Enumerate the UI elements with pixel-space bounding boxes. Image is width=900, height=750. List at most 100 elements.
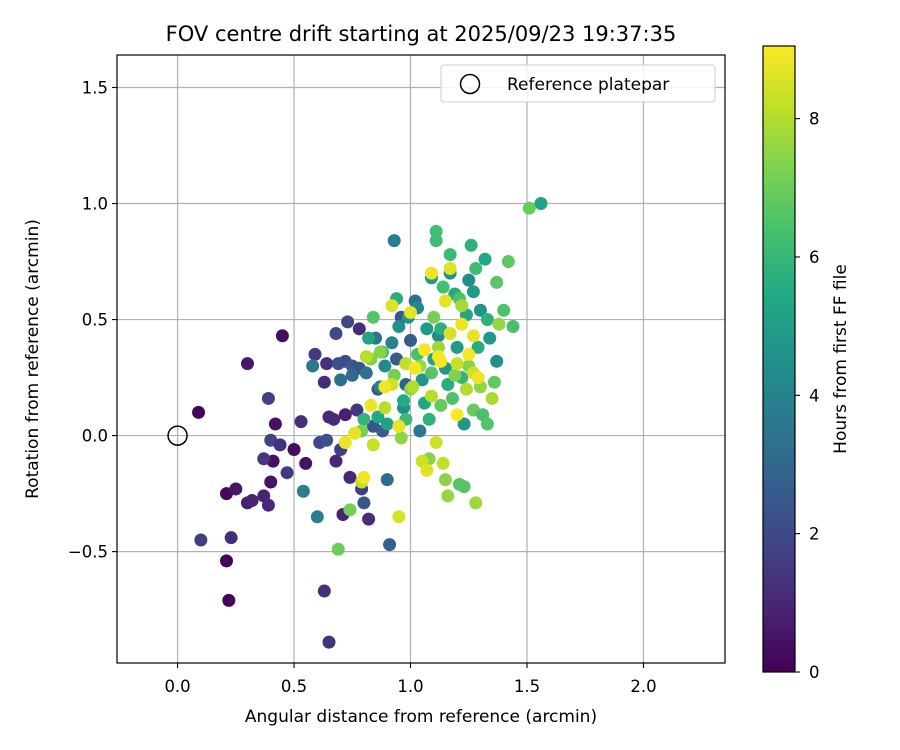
data-point (320, 434, 333, 447)
data-point (437, 457, 450, 470)
data-point (404, 306, 417, 319)
data-point (381, 473, 394, 486)
data-point (481, 313, 494, 326)
colorbar-ticks: 0 2 4 6 8 (795, 110, 820, 682)
data-point (507, 320, 520, 333)
data-point (269, 417, 282, 430)
data-point (357, 496, 370, 509)
data-point (383, 538, 396, 551)
data-point (465, 239, 478, 252)
data-point (192, 406, 205, 419)
data-point (274, 438, 287, 451)
x-tick-label: 2.0 (630, 677, 656, 696)
data-point (320, 357, 333, 370)
data-point (329, 455, 342, 468)
data-points (192, 197, 547, 649)
data-point (311, 510, 324, 523)
data-point (434, 355, 447, 368)
data-point (388, 234, 401, 247)
colorbar-tick-label: 4 (809, 386, 820, 405)
data-point (381, 417, 394, 430)
data-point (364, 399, 377, 412)
data-point (362, 513, 375, 526)
data-point (481, 417, 494, 430)
data-point (427, 311, 440, 324)
data-point (374, 346, 387, 359)
data-point (493, 318, 506, 331)
data-point (404, 334, 417, 347)
data-point (534, 197, 547, 210)
data-point (451, 357, 464, 370)
data-point (441, 489, 454, 502)
data-point (420, 322, 433, 335)
data-point (451, 408, 464, 421)
data-point (462, 274, 475, 287)
data-point (288, 443, 301, 456)
data-point (334, 373, 347, 386)
data-point (395, 431, 408, 444)
data-point (497, 304, 510, 317)
data-point (392, 420, 405, 433)
data-point (486, 392, 499, 405)
legend-entry-reference: Reference platepar (507, 75, 669, 95)
data-point (397, 394, 410, 407)
data-point (406, 380, 419, 393)
data-point (299, 457, 312, 470)
data-point (425, 390, 438, 403)
data-point (246, 494, 259, 507)
data-point (343, 503, 356, 516)
data-point (413, 424, 426, 437)
data-point (357, 413, 370, 426)
data-point (451, 341, 464, 354)
data-point (444, 248, 457, 261)
data-point (343, 471, 356, 484)
legend: Reference platepar (441, 65, 715, 102)
colorbar-tick-label: 6 (809, 248, 820, 267)
x-tick-label: 1.0 (397, 677, 423, 696)
data-point (444, 327, 457, 340)
data-point (502, 255, 515, 268)
data-point (409, 362, 422, 375)
colorbar: 02468 Hours from first FF file (763, 46, 851, 682)
data-point (262, 392, 275, 405)
y-tick-label: −0.5 (68, 543, 108, 562)
colorbar-tick-label: 0 (809, 663, 820, 682)
colorbar-label: Hours from first FF file (831, 264, 851, 454)
data-point (418, 343, 431, 356)
data-point (378, 401, 391, 414)
chart-title: FOV centre drift starting at 2025/09/23 … (166, 22, 677, 46)
data-point (276, 329, 289, 342)
data-point (222, 594, 235, 607)
data-point (462, 348, 475, 361)
data-point (430, 234, 443, 247)
data-point (339, 436, 352, 449)
data-point (229, 482, 242, 495)
data-point (297, 485, 310, 498)
data-point (439, 294, 452, 307)
data-point (318, 585, 331, 598)
data-point (490, 276, 503, 289)
data-point (385, 336, 398, 349)
data-point (392, 320, 405, 333)
x-tick-label: 0.5 (281, 677, 307, 696)
data-point (295, 415, 308, 428)
colorbar-tick-label: 8 (809, 110, 820, 129)
data-point (448, 369, 461, 382)
data-point (360, 366, 373, 379)
data-point (378, 380, 391, 393)
data-point (455, 299, 468, 312)
data-point (257, 452, 270, 465)
y-axis-label: Rotation from reference (arcmin) (23, 219, 43, 499)
data-point (425, 366, 438, 379)
data-point (332, 543, 345, 556)
y-tick-label: 1.5 (82, 78, 108, 97)
data-point (362, 332, 375, 345)
data-point (264, 475, 277, 488)
data-point (439, 473, 452, 486)
data-point (220, 554, 233, 567)
data-point (385, 299, 398, 312)
x-ticks: 0.0 0.5 1.0 1.5 2.0 (164, 663, 656, 696)
y-ticks: −0.5 0.0 0.5 1.0 1.5 (68, 78, 117, 561)
data-point (446, 392, 459, 405)
x-axis-label: Angular distance from reference (arcmin) (245, 707, 597, 727)
